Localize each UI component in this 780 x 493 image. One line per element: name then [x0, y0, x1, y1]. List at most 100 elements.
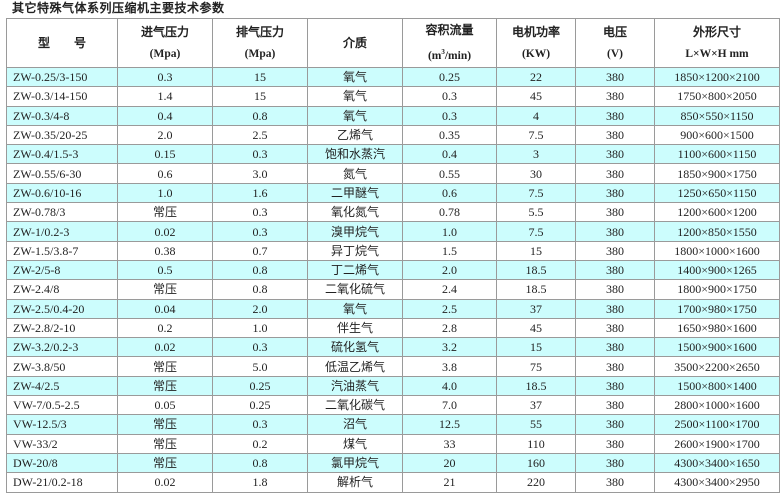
voltage-cell: 380 [575, 182, 655, 204]
medium-cell: 氧气 [307, 66, 403, 88]
dimensions-cell: 1800×900×1750 [654, 279, 780, 300]
inlet-pressure-cell: 2.0 [117, 124, 213, 146]
dimensions-cell: 1100×600×1150 [654, 144, 780, 165]
outlet-pressure-cell: 2.0 [212, 298, 308, 319]
power-cell: 7.5 [496, 182, 576, 204]
header-label: 进气压力 [140, 25, 189, 39]
medium-cell: 二甲醚气 [307, 182, 403, 204]
flow-cell: 0.4 [402, 144, 497, 165]
voltage-cell: 380 [575, 395, 655, 416]
flow-cell: 3.2 [402, 337, 497, 358]
flow-cell: 33 [402, 433, 497, 454]
table-body: ZW-0.25/3-150 0.3 15 氧气 0.25 22 380 1850×1200×2… [6, 66, 780, 493]
inlet-pressure-cell: 0.02 [117, 337, 213, 358]
dimensions-cell: 1400×900×1265 [654, 259, 780, 281]
power-cell: 220 [496, 472, 576, 493]
medium-cell: 伴生气 [307, 317, 403, 339]
outlet-pressure-cell: 1.6 [212, 182, 308, 204]
header-model-label: 型 号 [37, 36, 86, 50]
dimensions-cell: 1750×800×2050 [654, 86, 780, 107]
inlet-pressure-cell: 0.4 [117, 105, 213, 126]
unit-post: /min) [444, 50, 472, 62]
dimensions-cell: 1500×800×1400 [654, 375, 780, 397]
flow-cell: 0.3 [402, 86, 497, 107]
dimensions-cell: 1850×1200×2100 [654, 66, 780, 88]
model-cell: DW-20/8 [6, 452, 118, 474]
inlet-pressure-cell: 0.6 [117, 163, 213, 184]
dimensions-cell: 2600×1900×1700 [654, 433, 780, 454]
inlet-pressure-cell: 0.05 [117, 395, 213, 416]
outlet-pressure-cell: 2.5 [212, 124, 308, 146]
table-row: VW-33/2 常压 0.2 煤气 33 110 380 2600×1900×1700 [6, 433, 780, 454]
voltage-cell: 380 [575, 86, 655, 107]
spec-table: 型 号 进气压力 (Mpa) 排气压力 (Mpa) 介质 容积流量 (m3/min) … [6, 18, 780, 493]
model-cell: DW-21/0.2-18 [6, 472, 118, 493]
table-row: ZW-0.25/3-150 0.3 15 氧气 0.25 22 380 1850×1200×2… [6, 66, 780, 88]
outlet-pressure-cell: 0.3 [212, 337, 308, 358]
voltage-cell: 380 [575, 472, 655, 493]
header-outlet-pressure: 排气压力 (Mpa) [212, 18, 308, 68]
header-voltage: 电压 (V) [575, 18, 655, 68]
medium-cell: 丁二烯气 [307, 259, 403, 281]
outlet-pressure-cell: 0.3 [212, 221, 308, 242]
header-unit: L×W×H mm [685, 48, 749, 60]
table-row: ZW-2.5/0.4-20 0.04 2.0 氧气 2.5 37 380 1700×980×1… [6, 298, 780, 319]
header-unit: (Mpa) [244, 48, 276, 60]
inlet-pressure-cell: 1.4 [117, 86, 213, 107]
model-cell: ZW-2/5-8 [6, 259, 118, 281]
model-cell: VW-7/0.5-2.5 [6, 395, 118, 416]
dimensions-cell: 850×550×1150 [654, 105, 780, 126]
medium-cell: 氧气 [307, 298, 403, 319]
unit-pre: (m [427, 50, 442, 62]
table-row: ZW-0.35/20-25 2.0 2.5 乙烯气 0.35 7.5 380 900×600×… [6, 124, 780, 146]
power-cell: 7.5 [496, 124, 576, 146]
medium-cell: 低温乙烯气 [307, 356, 403, 377]
medium-cell: 异丁烷气 [307, 240, 403, 261]
header-row: 型 号 进气压力 (Mpa) 排气压力 (Mpa) 介质 容积流量 (m3/min) … [6, 18, 780, 68]
medium-cell: 沼气 [307, 414, 403, 435]
outlet-pressure-cell: 0.8 [212, 279, 308, 300]
inlet-pressure-cell: 常压 [117, 279, 213, 300]
model-cell: ZW-3.8/50 [6, 356, 118, 377]
voltage-cell: 380 [575, 317, 655, 339]
flow-cell: 21 [402, 472, 497, 493]
voltage-cell: 380 [575, 337, 655, 358]
header-dimensions: 外形尺寸 L×W×H mm [654, 18, 780, 68]
header-inlet-pressure: 进气压力 (Mpa) [117, 18, 213, 68]
flow-cell: 2.0 [402, 259, 497, 281]
inlet-pressure-cell: 0.3 [117, 66, 213, 88]
header-power: 电机功率 (KW) [496, 18, 576, 68]
model-cell: ZW-1.5/3.8-7 [6, 240, 118, 261]
power-cell: 45 [496, 317, 576, 339]
outlet-pressure-cell: 0.2 [212, 433, 308, 454]
flow-cell: 7.0 [402, 395, 497, 416]
table-row: DW-20/8 常压 0.8 氯甲烷气 20 160 380 4300×3400×1650 [6, 452, 780, 474]
power-cell: 18.5 [496, 259, 576, 281]
power-cell: 7.5 [496, 221, 576, 242]
voltage-cell: 380 [575, 163, 655, 184]
model-cell: ZW-0.35/20-25 [6, 124, 118, 146]
medium-cell: 汽油蒸气 [307, 375, 403, 397]
voltage-cell: 380 [575, 221, 655, 242]
dimensions-cell: 1850×900×1750 [654, 163, 780, 184]
table-row: ZW-0.55/6-30 0.6 3.0 氮气 0.55 30 380 1850×900×17… [6, 163, 780, 184]
model-cell: VW-12.5/3 [6, 414, 118, 435]
inlet-pressure-cell: 常压 [117, 433, 213, 454]
header-label: 电压 [602, 25, 627, 39]
inlet-pressure-cell: 0.15 [117, 144, 213, 165]
voltage-cell: 380 [575, 259, 655, 281]
header-label: 电机功率 [511, 25, 560, 39]
power-cell: 3 [496, 144, 576, 165]
model-cell: ZW-0.4/1.5-3 [6, 144, 118, 165]
power-cell: 15 [496, 240, 576, 261]
outlet-pressure-cell: 1.0 [212, 317, 308, 339]
power-cell: 5.5 [496, 202, 576, 223]
table-row: VW-7/0.5-2.5 0.05 0.25 二氧化碳气 7.0 37 380 2800×10… [6, 395, 780, 416]
inlet-pressure-cell: 常压 [117, 375, 213, 397]
outlet-pressure-cell: 15 [212, 66, 308, 88]
outlet-pressure-cell: 0.25 [212, 375, 308, 397]
inlet-pressure-cell: 0.5 [117, 259, 213, 281]
power-cell: 75 [496, 356, 576, 377]
flow-cell: 2.4 [402, 279, 497, 300]
flow-cell: 1.5 [402, 240, 497, 261]
